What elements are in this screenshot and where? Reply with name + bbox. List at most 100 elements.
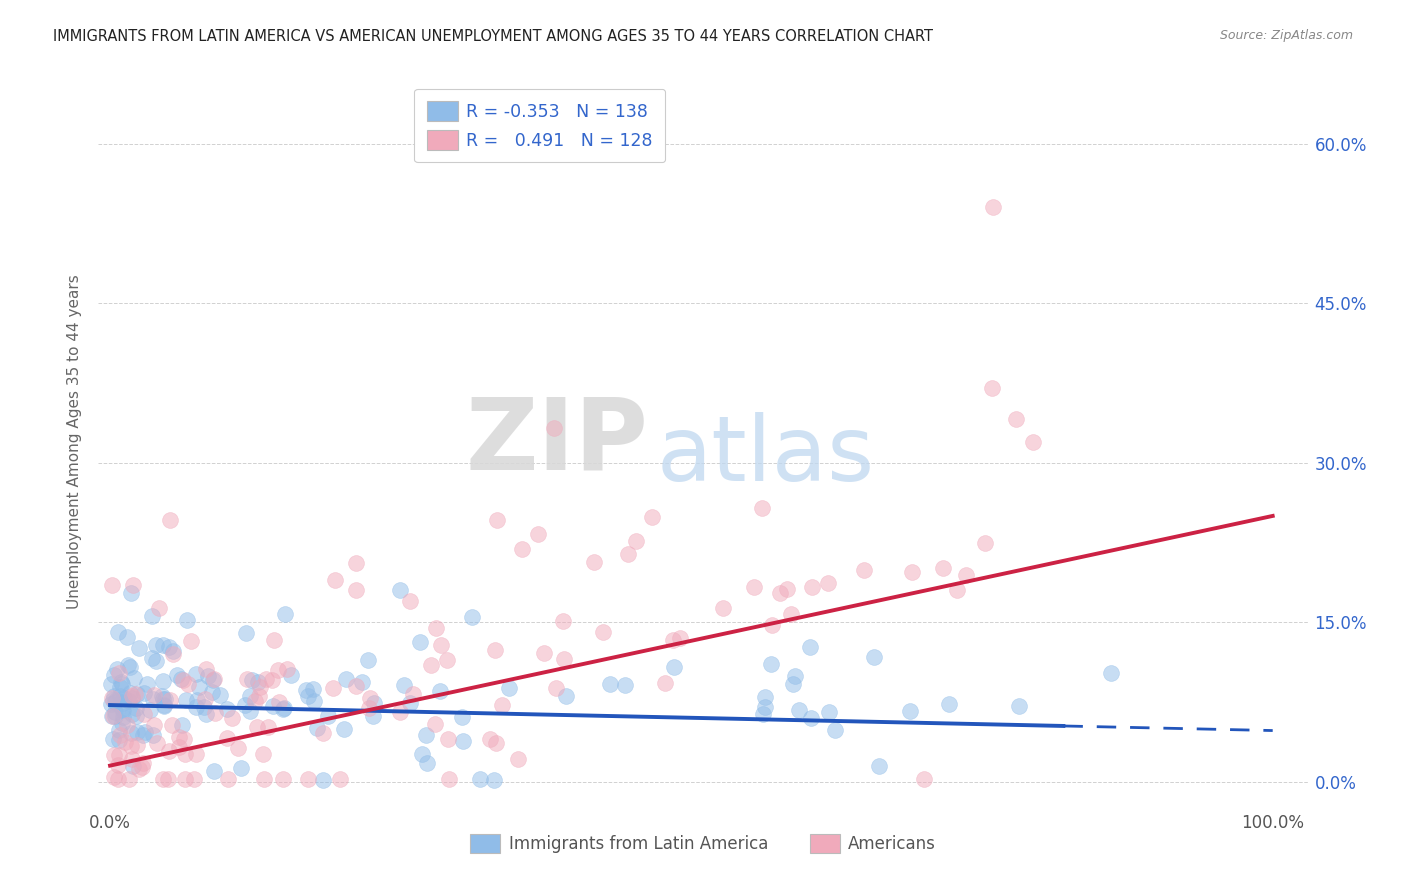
Point bbox=[186, 692, 208, 706]
Point bbox=[416, 756, 439, 770]
Point bbox=[100, 697, 122, 711]
Point bbox=[389, 705, 412, 719]
Point bbox=[761, 617, 783, 632]
Point bbox=[312, 773, 335, 788]
Point bbox=[131, 760, 153, 774]
Point bbox=[141, 608, 163, 623]
Point bbox=[359, 700, 381, 714]
Point bbox=[974, 536, 997, 550]
Point bbox=[266, 663, 288, 677]
Point bbox=[553, 614, 575, 628]
Point bbox=[484, 643, 506, 657]
Point bbox=[262, 699, 284, 714]
Point bbox=[359, 691, 381, 706]
Point bbox=[103, 748, 125, 763]
Point bbox=[742, 580, 765, 594]
Point bbox=[780, 607, 803, 621]
Point bbox=[184, 747, 207, 762]
Point bbox=[461, 610, 484, 624]
Point bbox=[124, 687, 146, 701]
Point bbox=[120, 739, 142, 753]
Point bbox=[195, 662, 218, 676]
Point bbox=[101, 709, 124, 723]
Point bbox=[479, 731, 502, 746]
Point bbox=[143, 718, 166, 732]
Point bbox=[711, 601, 734, 615]
Point bbox=[104, 709, 127, 723]
Point bbox=[429, 683, 451, 698]
Point bbox=[125, 701, 148, 715]
Point bbox=[817, 576, 839, 591]
Point bbox=[824, 723, 846, 738]
Point bbox=[111, 696, 134, 710]
Point bbox=[128, 640, 150, 655]
Point bbox=[297, 772, 319, 787]
Point bbox=[981, 381, 1004, 395]
Point bbox=[157, 772, 180, 787]
Point bbox=[103, 770, 125, 784]
Point bbox=[167, 730, 190, 744]
Point bbox=[344, 556, 367, 570]
Point bbox=[108, 689, 131, 703]
Point bbox=[302, 694, 325, 708]
Point bbox=[344, 679, 367, 693]
Point bbox=[785, 669, 807, 683]
Point bbox=[141, 651, 163, 665]
Point bbox=[862, 649, 884, 664]
Point bbox=[981, 200, 1004, 214]
Point bbox=[157, 640, 180, 655]
Point bbox=[946, 582, 969, 597]
Point bbox=[148, 601, 170, 615]
Point bbox=[482, 773, 505, 788]
Point bbox=[399, 697, 422, 711]
Point bbox=[297, 689, 319, 703]
Point bbox=[357, 653, 380, 667]
Point bbox=[389, 583, 412, 598]
Point bbox=[423, 717, 446, 731]
Point bbox=[510, 542, 533, 557]
Point bbox=[159, 693, 181, 707]
Point bbox=[344, 583, 367, 598]
Legend: Immigrants from Latin America, Americans: Immigrants from Latin America, Americans bbox=[464, 827, 942, 860]
Point bbox=[759, 657, 782, 671]
Point bbox=[1004, 411, 1026, 425]
Point bbox=[263, 632, 285, 647]
Point bbox=[450, 710, 472, 724]
Point bbox=[616, 547, 638, 561]
Point bbox=[134, 725, 156, 739]
Point bbox=[103, 668, 125, 682]
Point bbox=[132, 728, 155, 742]
Point bbox=[242, 673, 264, 687]
Point bbox=[110, 674, 132, 689]
Point bbox=[1022, 434, 1045, 449]
Point bbox=[128, 762, 150, 776]
Point bbox=[195, 706, 218, 721]
Point bbox=[152, 638, 174, 652]
Point bbox=[101, 578, 124, 592]
Point bbox=[120, 686, 142, 700]
Point bbox=[103, 706, 125, 720]
Point bbox=[217, 731, 239, 746]
Point bbox=[152, 772, 174, 787]
Point bbox=[176, 613, 198, 627]
Point bbox=[271, 702, 294, 716]
Point bbox=[132, 706, 155, 721]
Point bbox=[153, 698, 176, 713]
Point bbox=[167, 740, 190, 755]
Point bbox=[599, 677, 621, 691]
Point bbox=[247, 674, 270, 689]
Point bbox=[120, 586, 142, 600]
Point bbox=[122, 578, 145, 592]
Point bbox=[280, 668, 302, 682]
Point bbox=[153, 692, 176, 706]
Point bbox=[955, 568, 977, 582]
Point bbox=[754, 690, 776, 704]
Point bbox=[931, 561, 953, 575]
Point bbox=[485, 513, 508, 527]
Point bbox=[295, 683, 318, 698]
Point bbox=[100, 677, 122, 691]
Point bbox=[392, 678, 415, 692]
Point bbox=[170, 672, 193, 686]
Point bbox=[157, 744, 180, 758]
Point bbox=[900, 565, 922, 579]
